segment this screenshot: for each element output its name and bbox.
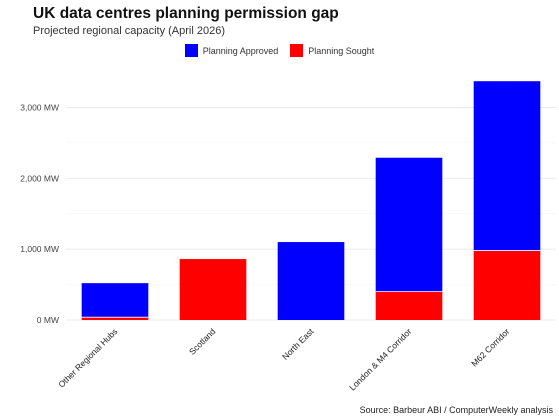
y-tick-label: 3,000 MW <box>20 102 59 112</box>
y-tick-label: 1,000 MW <box>20 244 59 254</box>
x-tick-label: North East <box>280 326 316 362</box>
legend: Planning Approved Planning Sought <box>0 44 559 57</box>
x-tick-label: London & M4 Corridor <box>347 326 413 392</box>
y-tick-label: 0 MW <box>37 315 59 325</box>
bar-planning-sought <box>81 317 149 320</box>
chart-subtitle: Projected regional capacity (April 2026) <box>33 25 225 37</box>
legend-label-sought: Planning Sought <box>308 45 375 56</box>
bar-planning-approved <box>473 81 541 251</box>
legend-swatch-approved <box>184 44 198 57</box>
chart-source: Source: Barbeur ABI / ComputerWeekly ana… <box>359 405 553 415</box>
legend-label-approved: Planning Approved <box>202 45 279 56</box>
legend-swatch-sought <box>290 44 304 57</box>
legend-item-approved: Planning Approved <box>184 44 279 57</box>
bar-planning-approved <box>81 283 149 318</box>
x-tick-label: Other Regional Hubs <box>56 326 119 389</box>
x-tick-label: M62 Corridor <box>469 326 511 368</box>
bar-planning-sought <box>375 291 443 320</box>
chart-title: UK data centres planning permission gap <box>33 5 339 22</box>
bar-planning-approved <box>375 157 443 292</box>
legend-item-sought: Planning Sought <box>290 44 374 57</box>
y-tick-label: 2,000 MW <box>20 173 59 183</box>
bar-planning-sought <box>473 250 541 320</box>
x-tick-label: Scotland <box>187 326 218 357</box>
bar-planning-approved <box>277 242 345 320</box>
bar-planning-sought <box>179 259 247 320</box>
